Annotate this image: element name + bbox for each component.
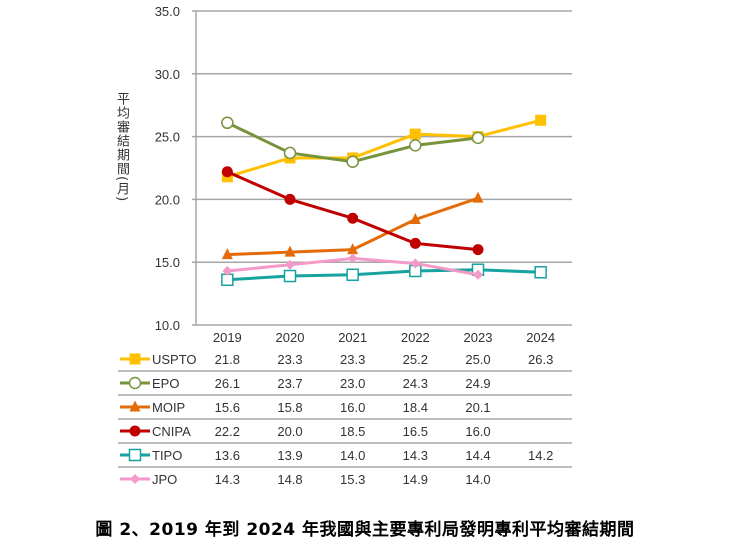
table-cell: 18.5 xyxy=(340,424,365,439)
legend-label: USPTO xyxy=(152,352,197,367)
table-cell: 23.7 xyxy=(277,376,302,391)
table-cell: 22.2 xyxy=(215,424,240,439)
marker-diamond xyxy=(285,259,295,270)
y-tick-label: 30.0 xyxy=(155,67,180,82)
marker-circle-open xyxy=(283,146,297,160)
table-cell: 13.6 xyxy=(215,448,240,463)
table-cell: 14.0 xyxy=(340,448,365,463)
x-tick-label: 2023 xyxy=(464,330,493,345)
table-cell: 23.3 xyxy=(277,352,302,367)
table-cell: 14.4 xyxy=(465,448,490,463)
table-cell: 16.0 xyxy=(340,400,365,415)
legend-label: MOIP xyxy=(152,400,185,415)
table-cell: 21.8 xyxy=(215,352,240,367)
x-tick-label: 2021 xyxy=(338,330,367,345)
table-cell: 20.1 xyxy=(465,400,490,415)
table-cell: 23.0 xyxy=(340,376,365,391)
marker-square-open xyxy=(283,269,297,283)
table-row-epo: EPO 26.1 23.7 23.0 24.3 24.9 xyxy=(120,376,491,391)
marker-circle xyxy=(472,244,484,256)
table-row-uspto: USPTO 21.8 23.3 23.3 25.2 25.0 26.3 xyxy=(120,352,553,367)
marker-triangle xyxy=(472,191,484,203)
table-cell: 14.3 xyxy=(403,448,428,463)
series-line xyxy=(227,268,541,282)
marker-circle-open xyxy=(409,139,422,152)
marker-circle xyxy=(284,193,296,205)
y-tick-label: 10.0 xyxy=(155,318,180,333)
table-cell: 16.0 xyxy=(465,424,490,439)
table-cell: 16.5 xyxy=(403,424,428,439)
marker-diamond xyxy=(222,265,233,276)
marker-circle xyxy=(347,212,359,224)
marker-square-open xyxy=(128,448,142,462)
series-jpo xyxy=(222,253,483,280)
x-tick-label: 2024 xyxy=(526,330,555,345)
table-cell: 14.8 xyxy=(277,472,302,487)
table-cell: 14.0 xyxy=(465,472,490,487)
series-cnipa xyxy=(221,166,484,256)
marker-square-open xyxy=(346,268,359,282)
table-cell: 15.3 xyxy=(340,472,365,487)
marker-diamond xyxy=(410,258,421,269)
marker-diamond xyxy=(347,253,358,264)
table-cell: 18.4 xyxy=(403,400,428,415)
x-tick-label: 2019 xyxy=(213,330,242,345)
x-tick-label: 2022 xyxy=(401,330,430,345)
marker-circle xyxy=(221,166,233,178)
series-tipo xyxy=(221,263,547,287)
table-cell: 14.2 xyxy=(528,448,553,463)
marker-circle-open xyxy=(221,116,234,130)
y-axis-label: 平均審結期間(月) xyxy=(114,92,129,203)
marker-triangle xyxy=(347,243,359,255)
marker-circle-open xyxy=(471,131,485,145)
table-cell: 20.0 xyxy=(277,424,302,439)
table-row-tipo: TIPO 13.6 13.9 14.0 14.3 14.4 14.2 xyxy=(120,448,553,463)
table-cell: 25.0 xyxy=(465,352,490,367)
marker-circle xyxy=(409,237,421,249)
series-epo xyxy=(221,116,485,168)
table-cell: 13.9 xyxy=(277,448,302,463)
legend-label: CNIPA xyxy=(152,424,191,439)
marker-square xyxy=(129,353,141,365)
marker-diamond xyxy=(130,474,140,484)
marker-square-open xyxy=(534,265,547,279)
table-row-cnipa: CNIPA 22.2 20.0 18.5 16.5 16.0 xyxy=(120,424,491,439)
table-cell: 24.9 xyxy=(465,376,490,391)
table-cell: 23.3 xyxy=(340,352,365,367)
marker-circle xyxy=(129,425,141,437)
y-tick-label: 25.0 xyxy=(155,130,180,145)
table-row-jpo: JPO 14.3 14.8 15.3 14.9 14.0 xyxy=(120,472,491,487)
table-cell: 14.3 xyxy=(215,472,240,487)
legend-label: EPO xyxy=(152,376,179,391)
table-cell: 15.6 xyxy=(215,400,240,415)
marker-circle-open xyxy=(128,376,142,390)
y-tick-label: 35.0 xyxy=(155,4,180,19)
y-tick-label: 20.0 xyxy=(155,192,180,207)
marker-circle-open xyxy=(346,155,359,168)
series-line xyxy=(226,118,542,179)
legend-label: TIPO xyxy=(152,448,182,463)
series-moip xyxy=(221,191,484,260)
marker-triangle xyxy=(129,400,141,412)
figure-caption: 圖 2、2019 年到 2024 年我國與主要專利局發明專利平均審結期間 xyxy=(95,520,635,540)
marker-square xyxy=(535,114,547,126)
marker-triangle xyxy=(284,245,296,257)
table-cell: 24.3 xyxy=(403,376,428,391)
marker-triangle xyxy=(409,212,421,224)
series-uspto xyxy=(221,114,547,183)
legend-label: JPO xyxy=(152,472,177,487)
marker-triangle xyxy=(221,248,233,260)
table-cell: 26.1 xyxy=(215,376,240,391)
marker-square xyxy=(409,128,421,140)
table-row-moip: MOIP 15.6 15.8 16.0 18.4 20.1 xyxy=(120,400,491,415)
table-cell: 26.3 xyxy=(528,352,553,367)
table-cell: 15.8 xyxy=(277,400,302,415)
table-cell: 25.2 xyxy=(403,352,428,367)
table-cell: 14.9 xyxy=(403,472,428,487)
y-tick-label: 15.0 xyxy=(155,255,180,270)
marker-diamond xyxy=(473,269,483,280)
x-tick-label: 2020 xyxy=(276,330,305,345)
